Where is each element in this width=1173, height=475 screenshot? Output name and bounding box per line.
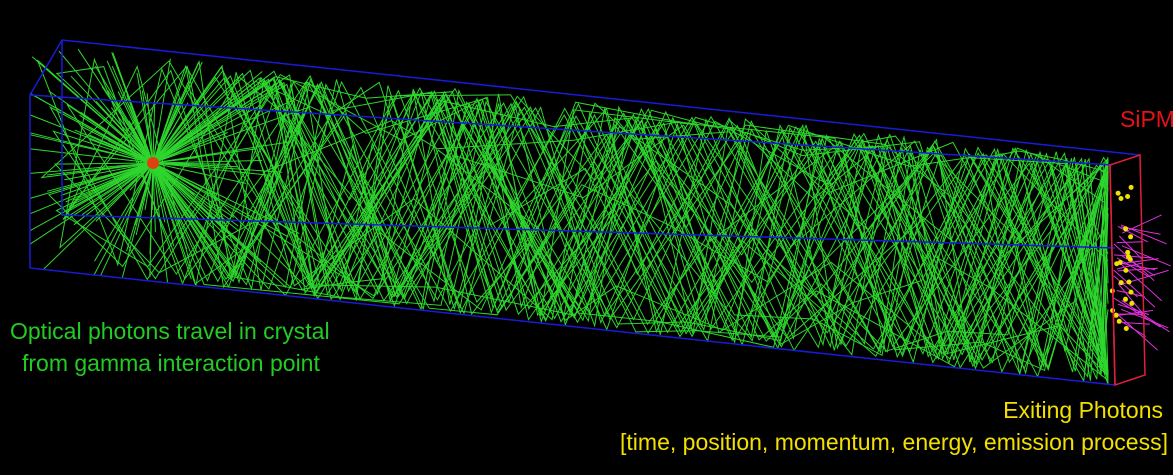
- exit-point: [1119, 196, 1124, 201]
- page: SiPM Optical photons travel in crystal f…: [0, 0, 1173, 475]
- exiting-details-label: [time, position, momentum, energy, emiss…: [620, 429, 1168, 455]
- scene: SiPM Optical photons travel in crystal f…: [0, 0, 1173, 475]
- exit-point: [1125, 250, 1130, 255]
- exit-point: [1129, 290, 1134, 295]
- optical-photons-label: from gamma interaction point: [22, 350, 320, 376]
- sipm-label: SiPM: [1120, 106, 1173, 132]
- exit-point: [1126, 254, 1131, 259]
- exit-point: [1117, 319, 1122, 324]
- exit-point: [1123, 297, 1128, 302]
- exit-point: [1128, 234, 1133, 239]
- optical-photons-label: Optical photons travel in crystal: [10, 318, 330, 344]
- exit-point: [1114, 261, 1119, 266]
- exit-point: [1114, 313, 1119, 318]
- exit-point: [1123, 268, 1128, 273]
- interaction-point: [147, 157, 159, 169]
- exit-point: [1127, 280, 1132, 285]
- exit-point: [1129, 185, 1134, 190]
- exit-point: [1125, 194, 1130, 199]
- exit-point: [1119, 280, 1124, 285]
- exiting-photons-label: Exiting Photons: [1003, 397, 1163, 423]
- exit-point: [1123, 226, 1128, 231]
- exit-point: [1129, 301, 1134, 306]
- exit-point: [1124, 326, 1129, 331]
- exit-point: [1116, 191, 1121, 196]
